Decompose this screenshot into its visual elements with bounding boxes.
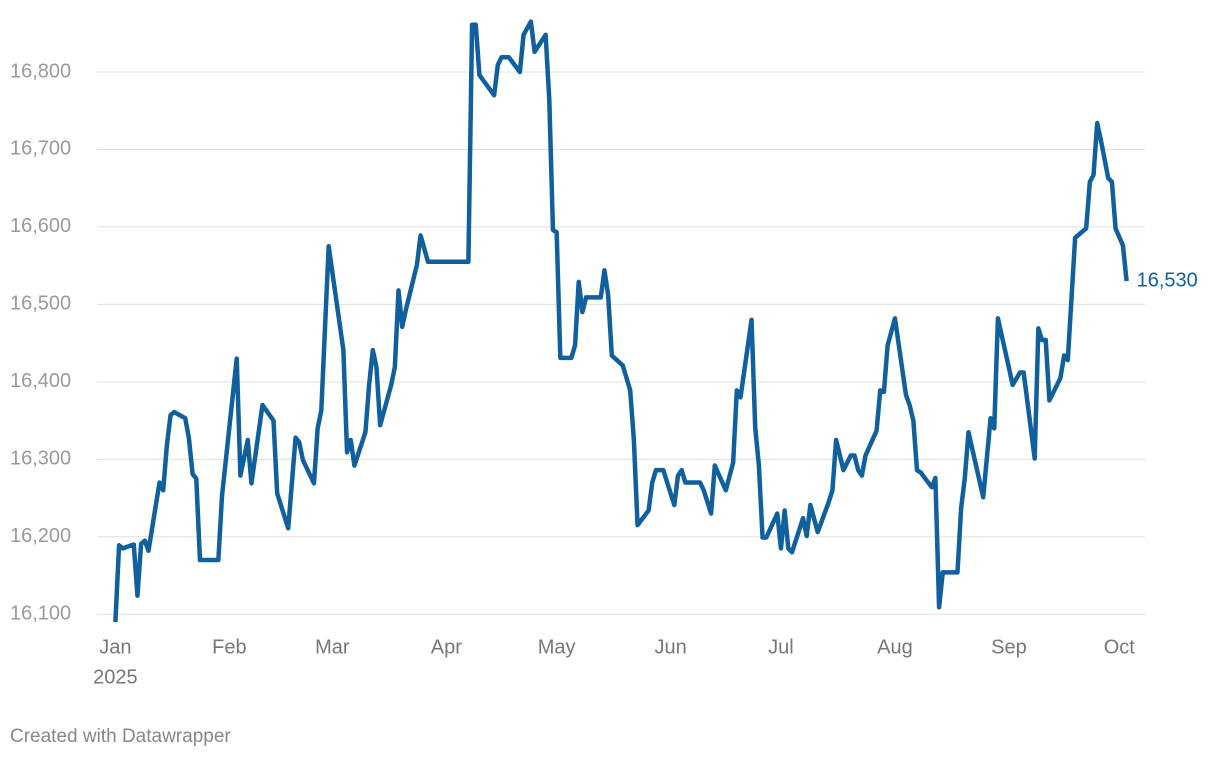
x-year-label: 2025 xyxy=(93,666,138,688)
x-tick-label: Sep xyxy=(991,636,1027,658)
y-tick-label: 16,800 xyxy=(10,60,71,82)
x-tick-label: Apr xyxy=(431,636,462,658)
credit: Created with Datawrapper xyxy=(10,726,231,747)
y-tick-label: 16,300 xyxy=(10,448,71,470)
y-tick-label: 16,500 xyxy=(10,293,71,315)
y-tick-label: 16,100 xyxy=(10,603,71,625)
x-tick-label: Jul xyxy=(768,636,794,658)
x-tick-label: Mar xyxy=(315,636,350,658)
line xyxy=(113,19,1129,623)
y-tick-label: 16,600 xyxy=(10,215,71,237)
x-tick-label: Oct xyxy=(1104,636,1136,658)
x-tick-label: Jun xyxy=(655,636,687,658)
x-tick-label: Feb xyxy=(212,636,246,658)
y-tick-label: 16,700 xyxy=(10,138,71,160)
x-tick-label: May xyxy=(538,636,576,658)
y-tick-label: 16,200 xyxy=(10,525,71,547)
value-label: 16,530 xyxy=(1137,269,1198,291)
y-tick-label: 16,400 xyxy=(10,370,71,392)
x-tick-label: Jan xyxy=(99,636,131,658)
x-tick-label: Aug xyxy=(877,636,913,658)
